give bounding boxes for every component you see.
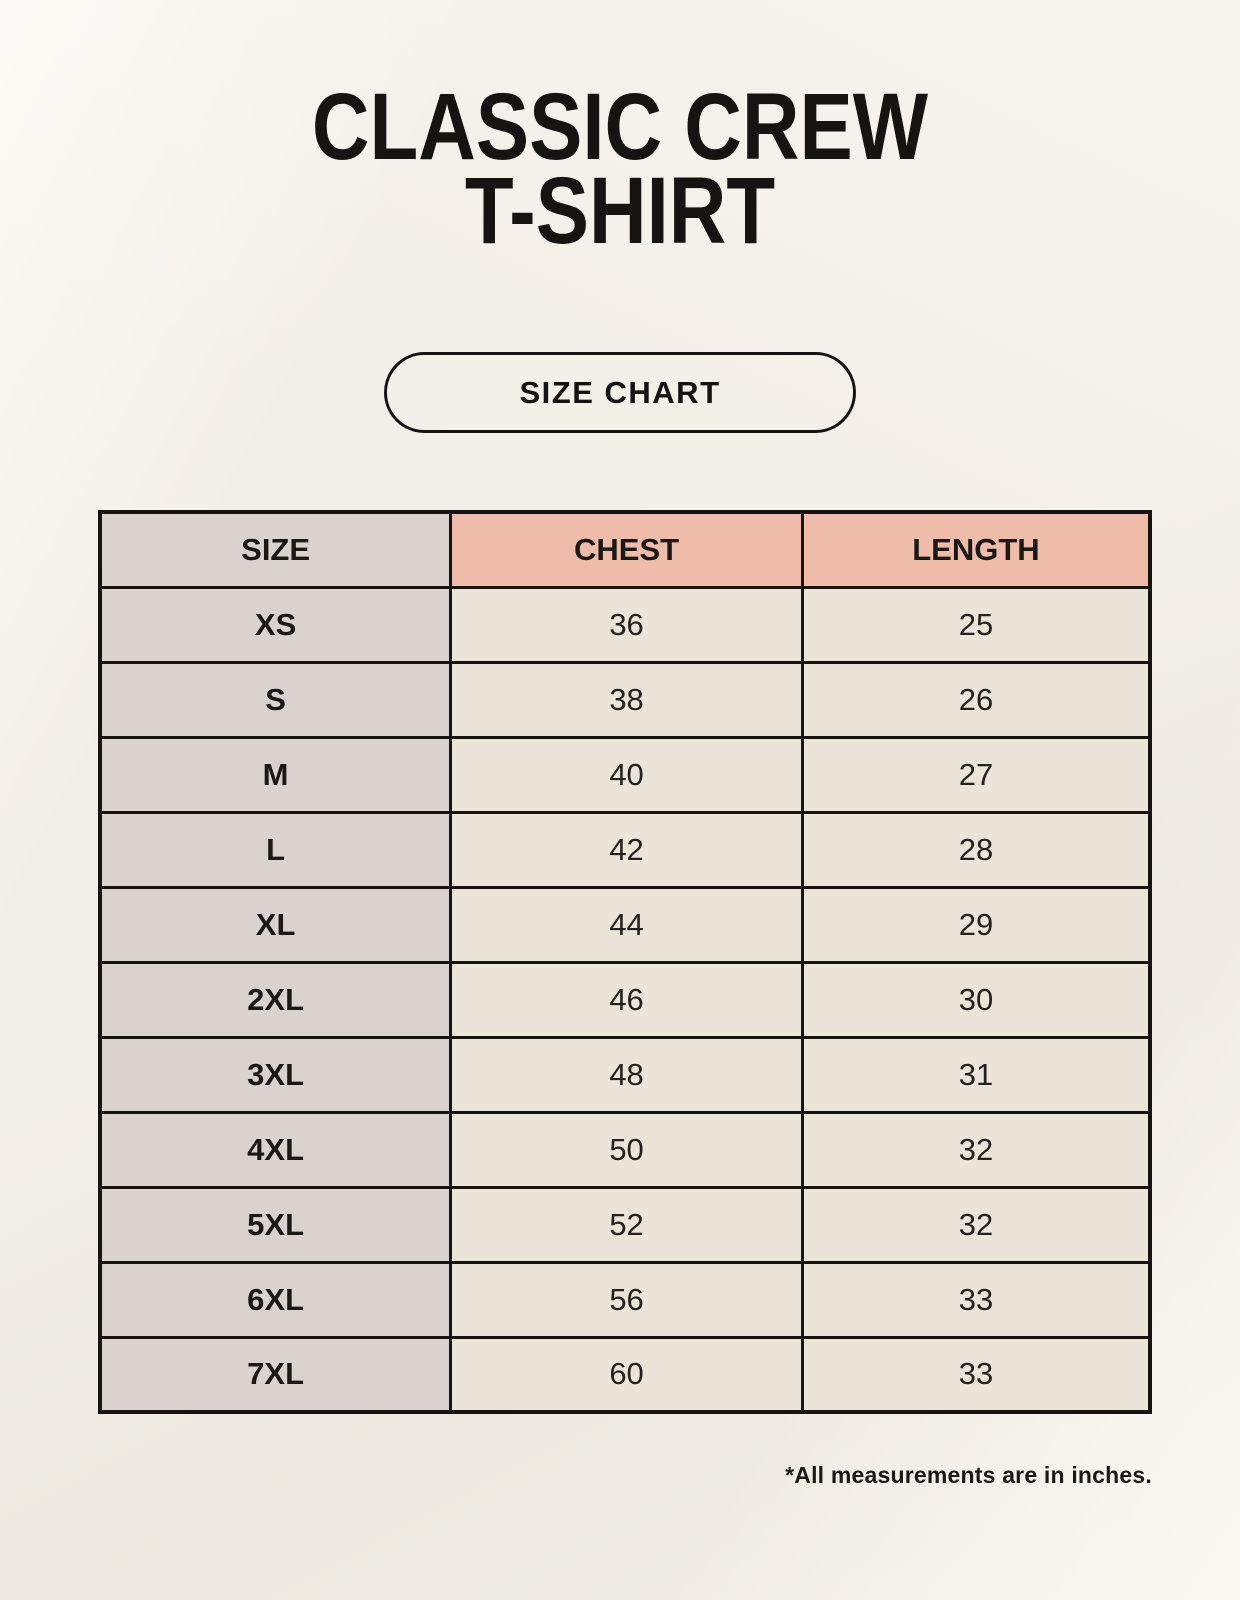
length-cell: 25 (800, 585, 1152, 664)
size-cell: S (98, 660, 453, 739)
chest-cell: 46 (449, 960, 804, 1039)
page-title-line-1: CLASSIC CREW (311, 74, 929, 180)
size-cell: 2XL (98, 960, 453, 1039)
length-cell: 27 (800, 735, 1152, 814)
table-row: 6XL 56 33 (98, 1260, 1152, 1339)
length-cell: 30 (800, 960, 1152, 1039)
table-row: 5XL 52 32 (98, 1185, 1152, 1264)
length-cell: 33 (800, 1335, 1152, 1414)
length-cell: 26 (800, 660, 1152, 739)
column-header-chest: CHEST (449, 510, 804, 589)
length-cell: 32 (800, 1110, 1152, 1189)
size-cell: M (98, 735, 453, 814)
chest-cell: 56 (449, 1260, 804, 1339)
table-row: XL 44 29 (98, 885, 1152, 964)
table-row: 4XL 50 32 (98, 1110, 1152, 1189)
table-row: 7XL 60 33 (98, 1335, 1152, 1414)
page-title-line-2: T-SHIRT (464, 157, 776, 264)
chest-cell: 50 (449, 1110, 804, 1189)
size-cell: XL (98, 885, 453, 964)
column-header-length: LENGTH (800, 510, 1152, 589)
chest-cell: 48 (449, 1035, 804, 1114)
size-chart-button-label: SIZE CHART (519, 374, 721, 410)
measurements-note: *All measurements are in inches. (785, 1462, 1152, 1488)
size-cell: 4XL (98, 1110, 453, 1189)
size-cell: XS (98, 585, 453, 664)
table-row: S 38 26 (98, 660, 1152, 739)
chest-cell: 38 (449, 660, 804, 739)
length-cell: 32 (800, 1185, 1152, 1264)
table-header-row: SIZE CHEST LENGTH (98, 510, 1152, 589)
table-row: M 40 27 (98, 735, 1152, 814)
length-cell: 28 (800, 810, 1152, 889)
size-cell: L (98, 810, 453, 889)
size-chart-button[interactable]: SIZE CHART (384, 352, 856, 433)
length-cell: 29 (800, 885, 1152, 964)
column-header-size: SIZE (98, 510, 453, 589)
table-row: XS 36 25 (98, 585, 1152, 664)
table-row: 3XL 48 31 (98, 1035, 1152, 1114)
table-row: 2XL 46 30 (98, 960, 1152, 1039)
page-title: CLASSIC CREW T-SHIRT (99, 74, 1141, 264)
chest-cell: 36 (449, 585, 804, 664)
size-cell: 6XL (98, 1260, 453, 1339)
size-cell: 7XL (98, 1335, 453, 1414)
chest-cell: 44 (449, 885, 804, 964)
size-cell: 3XL (98, 1035, 453, 1114)
chest-cell: 60 (449, 1335, 804, 1414)
length-cell: 33 (800, 1260, 1152, 1339)
size-chart-table: SIZE CHEST LENGTH XS 36 25 S 38 26 M 40 … (98, 510, 1152, 1414)
table-row: L 42 28 (98, 810, 1152, 889)
chest-cell: 42 (449, 810, 804, 889)
size-cell: 5XL (98, 1185, 453, 1264)
chest-cell: 40 (449, 735, 804, 814)
length-cell: 31 (800, 1035, 1152, 1114)
chest-cell: 52 (449, 1185, 804, 1264)
